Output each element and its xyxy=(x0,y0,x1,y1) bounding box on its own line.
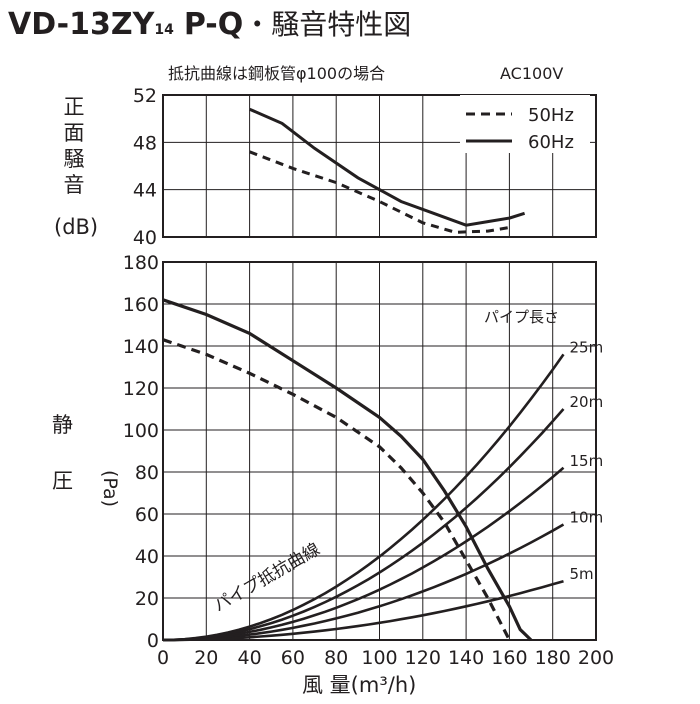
pq-line-50hz xyxy=(162,338,511,641)
pq-y-tick-label: 20 xyxy=(135,588,159,610)
pq-y-tick-label: 120 xyxy=(123,378,159,400)
pq-y-tick-label: 180 xyxy=(123,252,159,274)
pq-x-tick-label: 0 xyxy=(157,647,169,669)
pipe-curve-10m xyxy=(162,523,565,642)
noise-y-tick-label: 48 xyxy=(133,132,157,154)
title-model: VD-13ZY xyxy=(8,7,156,42)
pq-y-tick-label: 160 xyxy=(123,294,159,316)
power-note: AC100V xyxy=(500,64,563,83)
pq-x-tick-label: 60 xyxy=(281,647,305,669)
pq-plot-frame xyxy=(162,261,597,641)
noise-y-label-char: 騒 xyxy=(64,147,85,171)
pq-x-tick-label: 40 xyxy=(238,647,262,669)
pq-y-unit: (Pa) xyxy=(99,470,121,507)
pq-x-tick-label: 180 xyxy=(535,647,571,669)
noise-y-tick-label: 40 xyxy=(133,227,157,249)
resistance-note: 抵抗曲線は鋼板管φ100の場合 xyxy=(168,64,385,83)
legend-box xyxy=(460,95,590,153)
noise-y-unit: (dB) xyxy=(54,215,98,239)
pipe-curve-25m xyxy=(162,353,565,642)
pipe-length-10m: 10m xyxy=(570,509,604,527)
legend: 50Hz 60Hz xyxy=(460,95,590,153)
pq-series xyxy=(162,298,533,642)
pq-y-ticks: 180 160 140 120 100 80 60 40 20 0 xyxy=(123,252,159,652)
pipe-length-20m: 20m xyxy=(570,393,604,411)
pq-x-tick-label: 100 xyxy=(361,647,397,669)
pq-y-tick-label: 140 xyxy=(123,336,159,358)
pq-x-tick-label: 20 xyxy=(194,647,218,669)
pq-x-tick-label: 200 xyxy=(578,647,614,669)
title-model-suffix: P-Q xyxy=(184,7,243,42)
pipe-length-labels: 25m 20m 15m 10m 5m xyxy=(570,338,604,583)
pq-y-tick-label: 0 xyxy=(147,630,159,652)
pipe-resistance-curves xyxy=(162,353,565,642)
pq-line-60hz xyxy=(162,298,533,642)
noise-series xyxy=(248,107,526,234)
title-model-sub: 14 xyxy=(154,22,174,38)
noise-y-label-char: 面 xyxy=(64,121,85,145)
pipe-resistance-label: パイプ抵抗曲線 xyxy=(211,540,324,617)
pipe-length-15m: 15m xyxy=(570,452,604,470)
noise-plot-frame xyxy=(162,94,597,238)
pipe-length-5m: 5m xyxy=(570,565,594,583)
pipe-curve-20m xyxy=(162,408,565,642)
pq-y-label-1: 静 xyxy=(52,413,73,437)
noise-y-label-char: 音 xyxy=(64,173,85,197)
pq-x-tick-label: 120 xyxy=(405,647,441,669)
noise-y-tick-label: 44 xyxy=(133,180,157,202)
pq-x-tick-label: 140 xyxy=(448,647,484,669)
noise-y-tick-label: 52 xyxy=(133,85,157,107)
pipe-curve-15m xyxy=(162,466,565,642)
title-rest: ・騒音特性図 xyxy=(243,8,411,41)
pq-y-label-2: 圧 xyxy=(52,469,73,493)
noise-line-60hz xyxy=(248,107,526,227)
pipe-length-header: パイプ長さ xyxy=(484,308,559,326)
pq-y-tick-label: 80 xyxy=(135,462,159,484)
pq-x-tick-label: 160 xyxy=(491,647,527,669)
legend-50hz-label: 50Hz xyxy=(528,105,574,126)
noise-y-ticks: 52 48 44 40 xyxy=(133,85,157,249)
noise-y-label-char: 正 xyxy=(64,95,85,119)
pipe-curve-5m xyxy=(163,579,564,642)
pq-x-ticks: 0 20 40 60 80 100 120 140 160 180 200 xyxy=(157,647,614,669)
pq-y-tick-label: 100 xyxy=(123,420,159,442)
pq-y-tick-label: 60 xyxy=(135,504,159,526)
pq-grid xyxy=(162,261,597,641)
pipe-length-25m: 25m xyxy=(570,338,604,356)
pq-x-tick-label: 80 xyxy=(324,647,348,669)
pq-y-tick-label: 40 xyxy=(135,546,159,568)
pq-x-label: 風 量(m³/h) xyxy=(302,673,416,697)
legend-60hz-label: 60Hz xyxy=(528,132,574,153)
